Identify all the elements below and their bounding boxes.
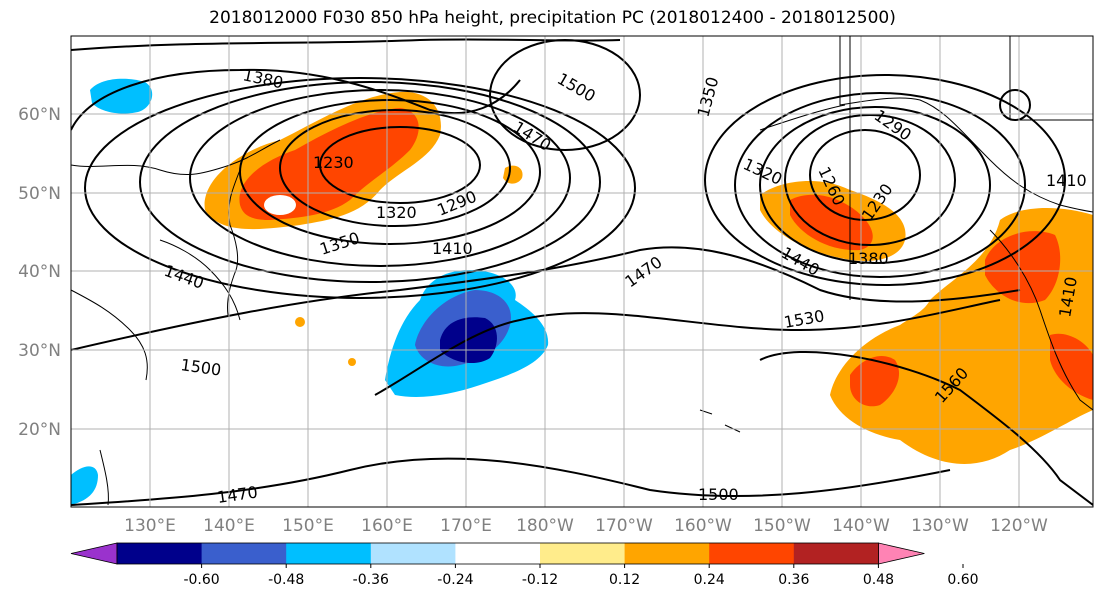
colorbar-outline xyxy=(116,542,879,565)
lat-label: 50°N xyxy=(18,184,61,204)
lon-label: 130°W xyxy=(911,516,969,536)
graticule xyxy=(71,36,1093,507)
lat-label: 40°N xyxy=(18,262,61,282)
lon-label: 120°W xyxy=(990,516,1048,536)
colorbar-segment xyxy=(455,543,541,564)
colorbar-tick-label: -0.48 xyxy=(268,572,304,588)
lon-label: 180°W xyxy=(516,516,574,536)
colorbar-segment xyxy=(540,543,626,564)
lon-label: 150°W xyxy=(753,516,811,536)
colorbar-tick-label: -0.36 xyxy=(353,572,389,588)
map-title: 2018012000 F030 850 hPa height, precipit… xyxy=(209,8,896,28)
colorbar-tick-label: 0.24 xyxy=(694,572,725,588)
lon-label: 150°E xyxy=(282,516,334,536)
colorbar-tick-label: 0.48 xyxy=(863,572,894,588)
height-contours xyxy=(71,38,1093,506)
colorbar-segment xyxy=(370,543,456,564)
colorbar-tick-label: 0.36 xyxy=(778,572,809,588)
colorbar-tick-label: -0.60 xyxy=(183,572,219,588)
contour-label: 1320 xyxy=(376,203,417,222)
contour-label: 1380 xyxy=(848,249,889,268)
lon-label: 170°W xyxy=(595,516,653,536)
lon-label: 130°E xyxy=(124,516,176,536)
contour-label: 1230 xyxy=(313,153,354,172)
contour-label: 1410 xyxy=(432,239,473,258)
lon-label: 160°E xyxy=(361,516,413,536)
colorbar-tick-label: 0.12 xyxy=(609,572,640,588)
colorbar-segment xyxy=(201,543,287,564)
precip-negative-shading xyxy=(71,78,549,505)
colorbar-segment xyxy=(624,543,710,564)
lat-label: 20°N xyxy=(18,420,61,440)
map-plot-area: 1380 1500 1470 1230 1320 1290 1350 1410 … xyxy=(71,36,1093,507)
colorbar-extend-min xyxy=(70,542,118,565)
colorbar-tick-label: -0.24 xyxy=(437,572,473,588)
lat-label: 30°N xyxy=(18,341,61,361)
lon-label: 170°E xyxy=(440,516,492,536)
contour-label: 1500 xyxy=(698,485,739,504)
lon-label: 140°W xyxy=(832,516,890,536)
latitude-labels: 60°N 50°N 40°N 30°N 20°N xyxy=(18,105,61,440)
colorbar-segment xyxy=(793,543,879,564)
lat-label: 60°N xyxy=(18,105,61,125)
colorbar-segment xyxy=(286,543,372,564)
contour-label: 1410 xyxy=(1046,171,1087,190)
colorbar-tick-label: 0.60 xyxy=(947,572,978,588)
lon-label: 160°W xyxy=(674,516,732,536)
longitude-labels: 130°E 140°E 150°E 160°E 170°E 180°W 170°… xyxy=(124,516,1048,536)
colorbar-tick-label: -0.12 xyxy=(522,572,558,588)
lon-label: 140°E xyxy=(203,516,255,536)
colorbar-segment xyxy=(709,543,795,564)
precip-positive-shading xyxy=(204,91,1093,464)
colorbar-segment xyxy=(117,543,203,564)
colorbar-extend-max xyxy=(878,542,925,565)
colorbar: -0.60 -0.48 -0.36 -0.24 -0.12 0.12 0.24 0.36 0.4… xyxy=(70,542,979,588)
map-frame xyxy=(70,35,1094,508)
